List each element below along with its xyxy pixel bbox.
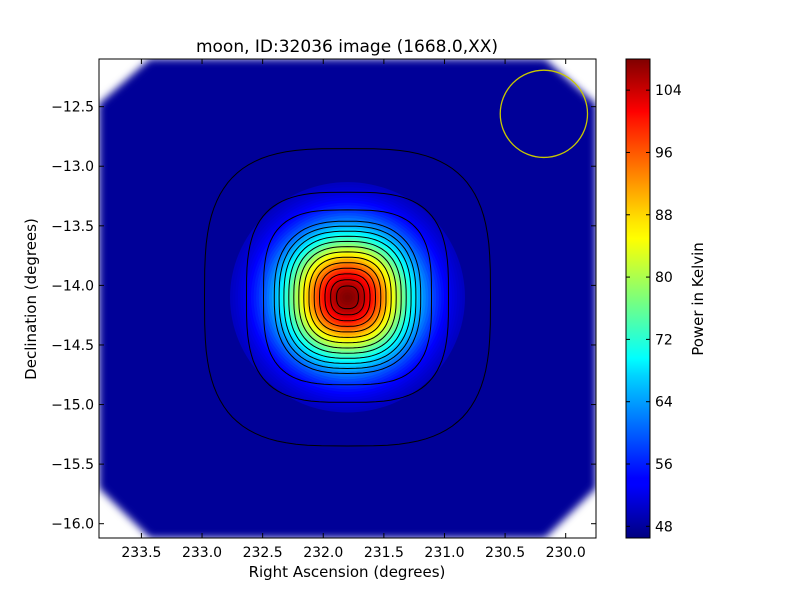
colorbar: 48 56 64 72 80 88 96 104 Power in Kelvin	[625, 58, 707, 539]
contour-line	[245, 191, 450, 403]
y-tick-label: −15.5	[51, 457, 94, 473]
x-tick-label: 231.0	[424, 545, 464, 561]
heatmap-image	[99, 59, 596, 538]
colorbar-tick-label: 72	[655, 332, 673, 348]
x-tick-label: 230.0	[546, 545, 586, 561]
colorbar-label: Power in Kelvin	[689, 242, 707, 356]
contour-line	[288, 235, 407, 359]
contour-line	[330, 279, 365, 316]
x-axis-label: Right Ascension (degrees)	[249, 563, 446, 581]
contour-line	[293, 240, 402, 354]
y-tick-label: −16.0	[51, 517, 94, 533]
colorbar-tick-label: 104	[655, 83, 682, 99]
colorbar-tick-label: 48	[655, 519, 673, 535]
heat-layers	[230, 182, 465, 413]
contour-line	[283, 230, 412, 364]
y-tick-label: −12.5	[51, 100, 94, 116]
heat-layer	[344, 294, 351, 300]
contour-line	[303, 251, 392, 344]
colorbar-tick-label: 64	[655, 395, 673, 411]
contour-line	[318, 267, 377, 327]
contour-line	[308, 256, 387, 338]
heatmap-plot-area: 233.5 233.0 232.5 232.0 231.5 231.0 230.5 230.0…	[51, 58, 597, 561]
x-tick-label: 233.0	[182, 545, 222, 561]
colorbar-gradient	[625, 58, 651, 539]
contour-line	[298, 246, 397, 349]
contour-line	[262, 209, 433, 386]
x-tick-label: 231.5	[364, 545, 404, 561]
contour-lines	[203, 148, 492, 447]
plot-frame	[98, 58, 597, 539]
x-tick-label: 232.5	[243, 545, 283, 561]
chart-title: moon, ID:32036 image (1668.0,XX)	[196, 37, 498, 57]
y-tick-label: −13.5	[51, 219, 94, 235]
y-axis-label: Declination (degrees)	[22, 218, 40, 380]
y-axis-ticks: −12.5 −13.0 −13.5 −14.0 −14.5 −15.0 −15.5 −16.0	[51, 100, 596, 533]
colorbar-tick-label: 96	[655, 145, 673, 161]
contour-line	[336, 285, 359, 310]
y-tick-label: −14.0	[51, 278, 94, 294]
x-tick-label: 233.5	[121, 545, 161, 561]
colorbar-tick-label: 88	[655, 208, 673, 224]
y-tick-label: −13.0	[51, 159, 94, 175]
x-tick-label: 230.5	[485, 545, 525, 561]
beam-circle	[499, 69, 589, 159]
colorbar-tick-label: 80	[655, 270, 673, 286]
contour-line	[273, 220, 422, 375]
x-axis-ticks: 233.5 233.0 232.5 232.0 231.5 231.0 230.5 230.0	[121, 59, 586, 561]
contour-line	[313, 262, 382, 333]
y-tick-label: −14.5	[51, 338, 94, 354]
colorbar-tick-label: 56	[655, 457, 673, 473]
contour-line	[203, 148, 492, 447]
contour-line	[278, 225, 417, 370]
x-tick-label: 232.0	[303, 545, 343, 561]
y-tick-label: −15.0	[51, 398, 94, 414]
contour-line	[324, 273, 371, 322]
colorbar-ticks: 48 56 64 72 80 88 96 104	[626, 83, 682, 535]
